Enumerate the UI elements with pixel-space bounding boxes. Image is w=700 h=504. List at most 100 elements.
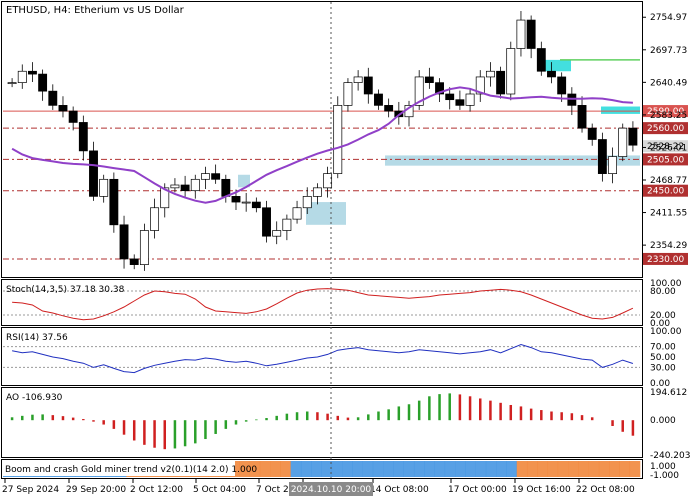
candle-body: [211, 173, 221, 180]
trend-bar: [259, 461, 271, 477]
candle-body: [201, 173, 210, 180]
ao-label: AO -106.930: [6, 393, 63, 403]
ao-tick-label: 194.612: [650, 388, 687, 398]
trend-bar: [629, 461, 641, 477]
price-tick-label: 2526.01: [650, 143, 687, 153]
rsi-tick-label: 70.00: [650, 343, 676, 353]
ao-tick-label: -240.203: [650, 451, 690, 461]
rsi-tick-label: 30.00: [650, 363, 676, 373]
candle-body: [577, 105, 587, 129]
trend-bar: [270, 461, 281, 477]
trend-bar: [455, 461, 466, 477]
stoch-tick-label: 80.00: [650, 287, 676, 297]
trend-bar: [393, 461, 404, 477]
trend-bar: [588, 461, 600, 477]
trend-tick-label: -1.000: [650, 471, 679, 481]
candle-body: [557, 76, 567, 95]
rsi-tick-label: 100.00: [650, 327, 682, 337]
trend-bar: [609, 461, 620, 477]
stoch-line: [12, 288, 634, 321]
trend-bar: [362, 461, 374, 477]
candle-body: [302, 196, 312, 209]
candle-body: [445, 93, 455, 101]
rsi-tick-label: 50.00: [650, 353, 676, 363]
level-price-box: [643, 153, 688, 166]
level-price-label: 2505.00: [647, 155, 684, 165]
candle-body: [424, 76, 434, 83]
candle-body: [536, 48, 546, 72]
candle-body: [7, 82, 17, 84]
time-tick-label: 27 Sep 2024: [2, 485, 59, 495]
candle-body: [526, 19, 536, 49]
trend-bar: [300, 461, 312, 477]
trend-bar: [465, 461, 476, 477]
candle-body: [262, 207, 271, 237]
candle-body: [28, 70, 37, 75]
candle-body: [272, 230, 282, 237]
candle-body: [129, 258, 139, 265]
trend-bar: [568, 461, 579, 477]
trend-bar: [311, 461, 322, 477]
candle-body: [89, 150, 98, 197]
trend-bar: [403, 461, 415, 477]
moving-average-line: [11, 86, 633, 204]
trend-bar: [598, 461, 610, 477]
support-zone: [306, 202, 346, 225]
candle-body: [455, 99, 465, 106]
trend-bar: [444, 461, 456, 477]
candle-body: [58, 105, 68, 112]
candle-body: [323, 173, 333, 189]
support-zone: [238, 174, 250, 188]
level-price-box: [643, 252, 688, 265]
candle-body: [414, 76, 424, 106]
stoch-tick-label: 20.00: [650, 311, 676, 321]
trend-label: Boom and crash Gold miner trend v2(0.1)(…: [5, 465, 257, 475]
trend-tick-label: 1.000: [650, 462, 676, 472]
trend-bar: [290, 461, 302, 477]
level-price-label: 2450.00: [647, 187, 684, 197]
price-tick-label: 2640.49: [650, 78, 687, 88]
candle-body: [231, 196, 241, 203]
candle-body: [292, 207, 302, 220]
trend-bar: [413, 461, 425, 477]
time-tick-label: 2 Oct 12:00: [130, 485, 183, 495]
candle-body: [465, 93, 475, 106]
level-price-box: [643, 105, 688, 118]
trend-bar: [537, 461, 548, 477]
ao-tick-label: 0.000: [650, 416, 676, 426]
candle-body: [119, 224, 129, 260]
time-tick-label: 29 Sep 20:00: [66, 485, 126, 495]
rsi-line: [12, 343, 634, 374]
candle-body: [618, 127, 628, 157]
rsi-label: RSI(14) 37.56: [6, 333, 68, 343]
support-zone: [601, 106, 640, 114]
candle-body: [506, 48, 516, 95]
trend-bar: [342, 461, 353, 477]
candle-body: [485, 70, 495, 78]
trend-bar: [352, 461, 363, 477]
candle-body: [109, 178, 119, 226]
candle-body: [496, 70, 506, 95]
price-tick-label: 2754.97: [650, 13, 687, 23]
candle-body: [333, 105, 343, 174]
trend-bar: [383, 461, 394, 477]
candle-body: [312, 187, 322, 197]
ao-panel-frame: [1, 387, 643, 458]
trend-bar: [475, 461, 487, 477]
current-price-box: [643, 140, 688, 153]
trend-bar: [557, 461, 569, 477]
trend-bar: [496, 461, 507, 477]
trend-bar: [239, 461, 250, 477]
stoch-tick-label: 0.00: [650, 319, 670, 329]
candle-body: [516, 19, 526, 49]
support-zone: [538, 59, 571, 72]
candle-body: [251, 201, 261, 209]
candle-body: [475, 76, 485, 95]
candle-body: [363, 76, 373, 95]
candle-body: [150, 207, 160, 231]
price-tick-label: 2411.55: [650, 209, 687, 219]
candle-body: [241, 201, 251, 204]
price-tick-label: 2697.73: [650, 46, 687, 56]
